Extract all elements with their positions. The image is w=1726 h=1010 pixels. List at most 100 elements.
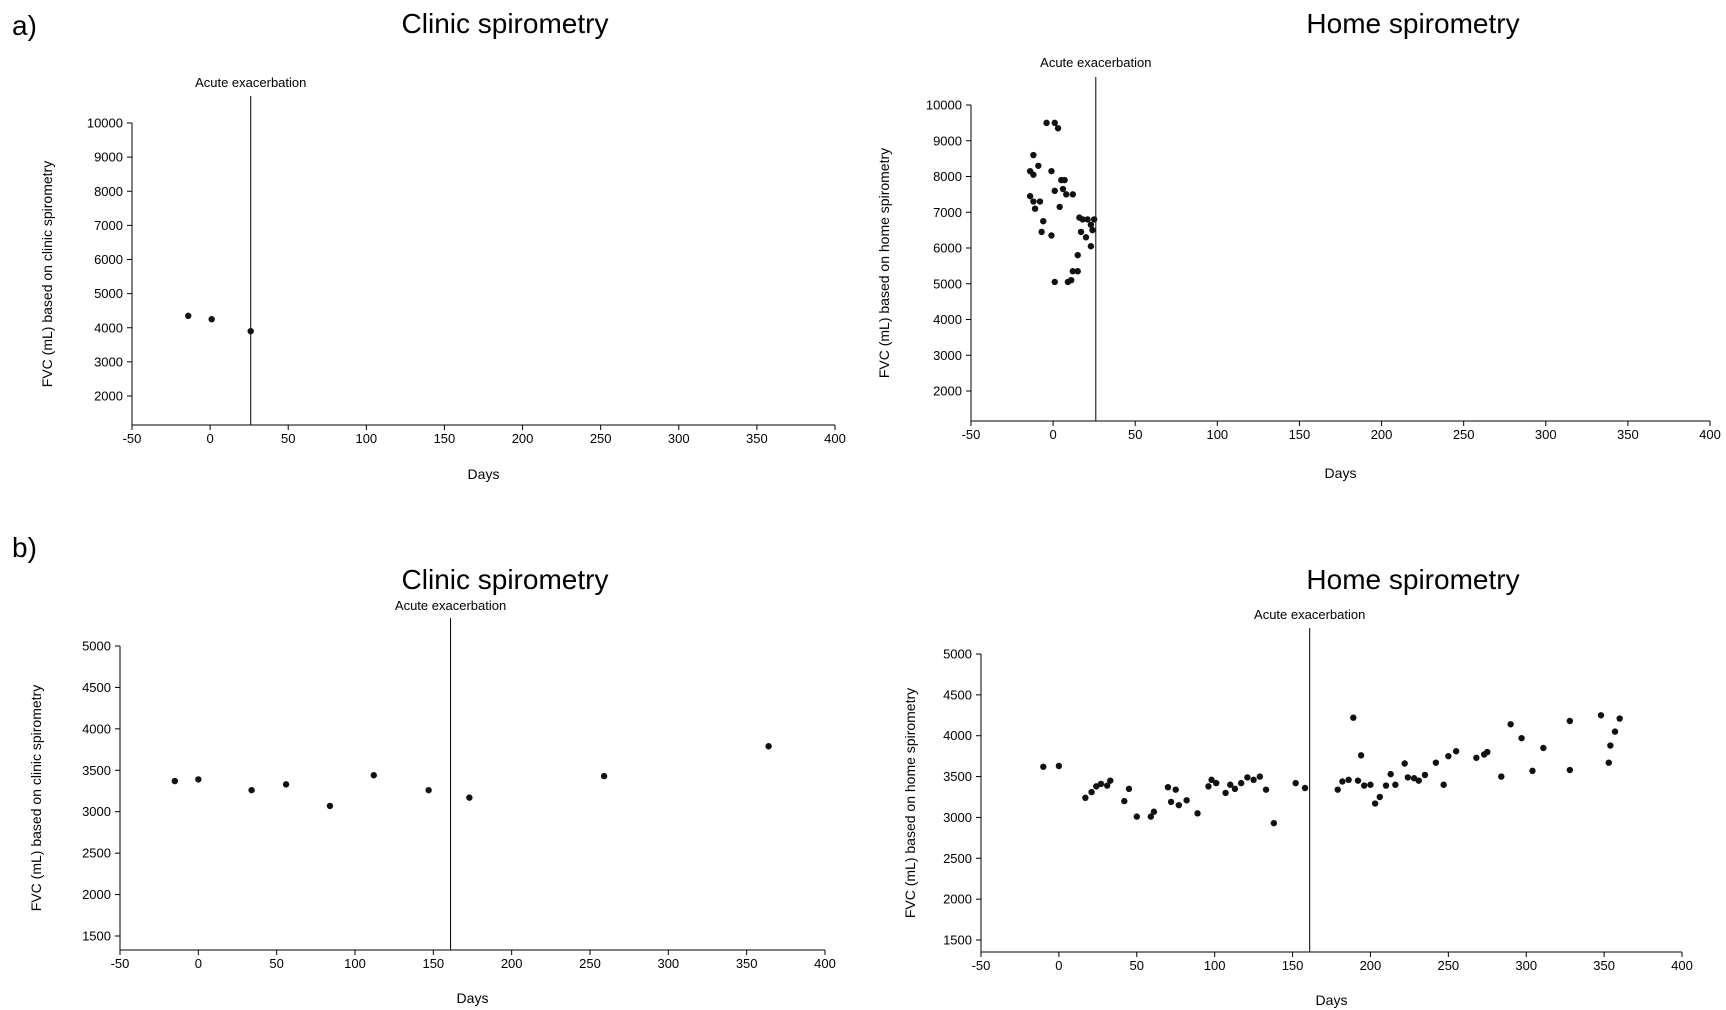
data-point bbox=[247, 327, 254, 335]
x-tick-label: 300 bbox=[657, 956, 679, 971]
y-tick-label: 2000 bbox=[933, 384, 962, 399]
data-point bbox=[1048, 232, 1055, 239]
data-point bbox=[1401, 760, 1408, 767]
x-tick-label: 100 bbox=[1206, 427, 1228, 442]
data-point bbox=[466, 794, 473, 801]
y-axis-label: FVC (mL) based on clinic spirometry bbox=[28, 685, 44, 911]
x-tick-label: 250 bbox=[1453, 427, 1475, 442]
chart-title: Home spirometry bbox=[1306, 8, 1519, 39]
data-point bbox=[1055, 762, 1063, 770]
data-point bbox=[1035, 162, 1042, 169]
data-point bbox=[1357, 752, 1365, 759]
data-point bbox=[1256, 773, 1264, 780]
data-point bbox=[1089, 226, 1096, 234]
y-tick-label: 8000 bbox=[933, 169, 962, 184]
y-tick-label: 4000 bbox=[82, 721, 111, 736]
x-tick-label: 350 bbox=[1593, 958, 1615, 973]
y-tick-label: 3500 bbox=[82, 763, 111, 778]
x-tick-label: 250 bbox=[1437, 958, 1459, 973]
data-point bbox=[1498, 773, 1505, 780]
x-tick-label: 200 bbox=[512, 431, 534, 446]
x-tick-label: 200 bbox=[1360, 958, 1382, 973]
x-tick-label: 350 bbox=[736, 956, 758, 971]
y-tick-label: 7000 bbox=[933, 205, 962, 220]
x-tick-label: 400 bbox=[1699, 427, 1721, 442]
data-point bbox=[1415, 777, 1422, 784]
data-point bbox=[1051, 278, 1058, 286]
x-tick-label: 150 bbox=[422, 956, 444, 971]
y-tick-label: 2000 bbox=[82, 887, 111, 902]
data-point bbox=[1069, 268, 1077, 275]
y-tick-label: 2000 bbox=[943, 892, 972, 907]
x-tick-label: -50 bbox=[111, 956, 130, 971]
data-point bbox=[1030, 171, 1037, 178]
data-point bbox=[1030, 198, 1037, 205]
data-point bbox=[1090, 216, 1098, 223]
data-point bbox=[1167, 798, 1175, 806]
data-point bbox=[1067, 276, 1075, 284]
data-point bbox=[1150, 808, 1158, 815]
data-point bbox=[1367, 781, 1374, 788]
y-tick-label: 4000 bbox=[94, 320, 123, 335]
x-tick-label: 50 bbox=[269, 956, 283, 971]
data-point bbox=[1054, 125, 1062, 132]
x-tick-label: 400 bbox=[824, 431, 846, 446]
x-tick-label: 100 bbox=[344, 956, 366, 971]
data-point bbox=[248, 786, 255, 794]
x-tick-label: 150 bbox=[1282, 958, 1304, 973]
y-axis-label: FVC (mL) based on home spirometry bbox=[902, 688, 918, 918]
data-point bbox=[1597, 712, 1605, 719]
data-point bbox=[1507, 721, 1514, 728]
data-point bbox=[1354, 777, 1362, 784]
data-point bbox=[1069, 191, 1077, 198]
data-point bbox=[1074, 251, 1081, 259]
y-tick-label: 9000 bbox=[933, 133, 962, 148]
y-tick-label: 10000 bbox=[87, 116, 123, 131]
y-tick-label: 6000 bbox=[933, 241, 962, 256]
x-axis-label: Days bbox=[1316, 992, 1348, 1008]
x-tick-label: 300 bbox=[1535, 427, 1557, 442]
y-tick-label: 2000 bbox=[94, 389, 123, 404]
y-tick-label: 4000 bbox=[933, 312, 962, 327]
y-tick-label: 3500 bbox=[943, 769, 972, 784]
y-tick-label: 4500 bbox=[82, 680, 111, 695]
data-point bbox=[1194, 810, 1201, 817]
data-point bbox=[1231, 785, 1239, 793]
data-point bbox=[1371, 800, 1379, 807]
y-tick-label: 9000 bbox=[94, 150, 123, 165]
x-tick-label: 350 bbox=[1617, 427, 1639, 442]
y-tick-label: 8000 bbox=[94, 184, 123, 199]
data-point bbox=[1097, 780, 1105, 788]
x-tick-label: 350 bbox=[746, 431, 768, 446]
y-tick-label: 2500 bbox=[82, 846, 111, 861]
data-point bbox=[1038, 228, 1045, 236]
y-axis-label: FVC (mL) based on clinic spirometry bbox=[39, 161, 55, 387]
data-point bbox=[1361, 782, 1368, 789]
data-point bbox=[1087, 221, 1095, 228]
data-point bbox=[1445, 752, 1452, 760]
exacerbation-label: Acute exacerbation bbox=[1040, 55, 1151, 70]
data-point bbox=[1227, 781, 1234, 788]
data-point bbox=[326, 802, 334, 810]
data-point bbox=[1473, 754, 1480, 761]
data-point bbox=[1056, 203, 1063, 211]
data-point bbox=[195, 776, 202, 783]
data-point bbox=[1040, 217, 1047, 225]
data-point bbox=[1048, 167, 1055, 175]
data-point bbox=[1087, 243, 1095, 250]
data-point bbox=[1387, 770, 1394, 778]
data-point bbox=[1452, 748, 1460, 755]
data-point bbox=[1040, 763, 1047, 770]
data-point bbox=[185, 312, 192, 320]
data-point bbox=[1133, 813, 1140, 820]
data-point bbox=[425, 786, 432, 794]
data-point bbox=[1208, 776, 1215, 784]
data-point bbox=[1164, 783, 1172, 791]
data-point bbox=[1121, 797, 1128, 805]
x-tick-label: 150 bbox=[434, 431, 456, 446]
x-tick-label: 250 bbox=[590, 431, 612, 446]
x-tick-label: -50 bbox=[962, 427, 981, 442]
data-point bbox=[208, 316, 215, 323]
data-point bbox=[1147, 813, 1154, 820]
data-point bbox=[600, 772, 608, 780]
